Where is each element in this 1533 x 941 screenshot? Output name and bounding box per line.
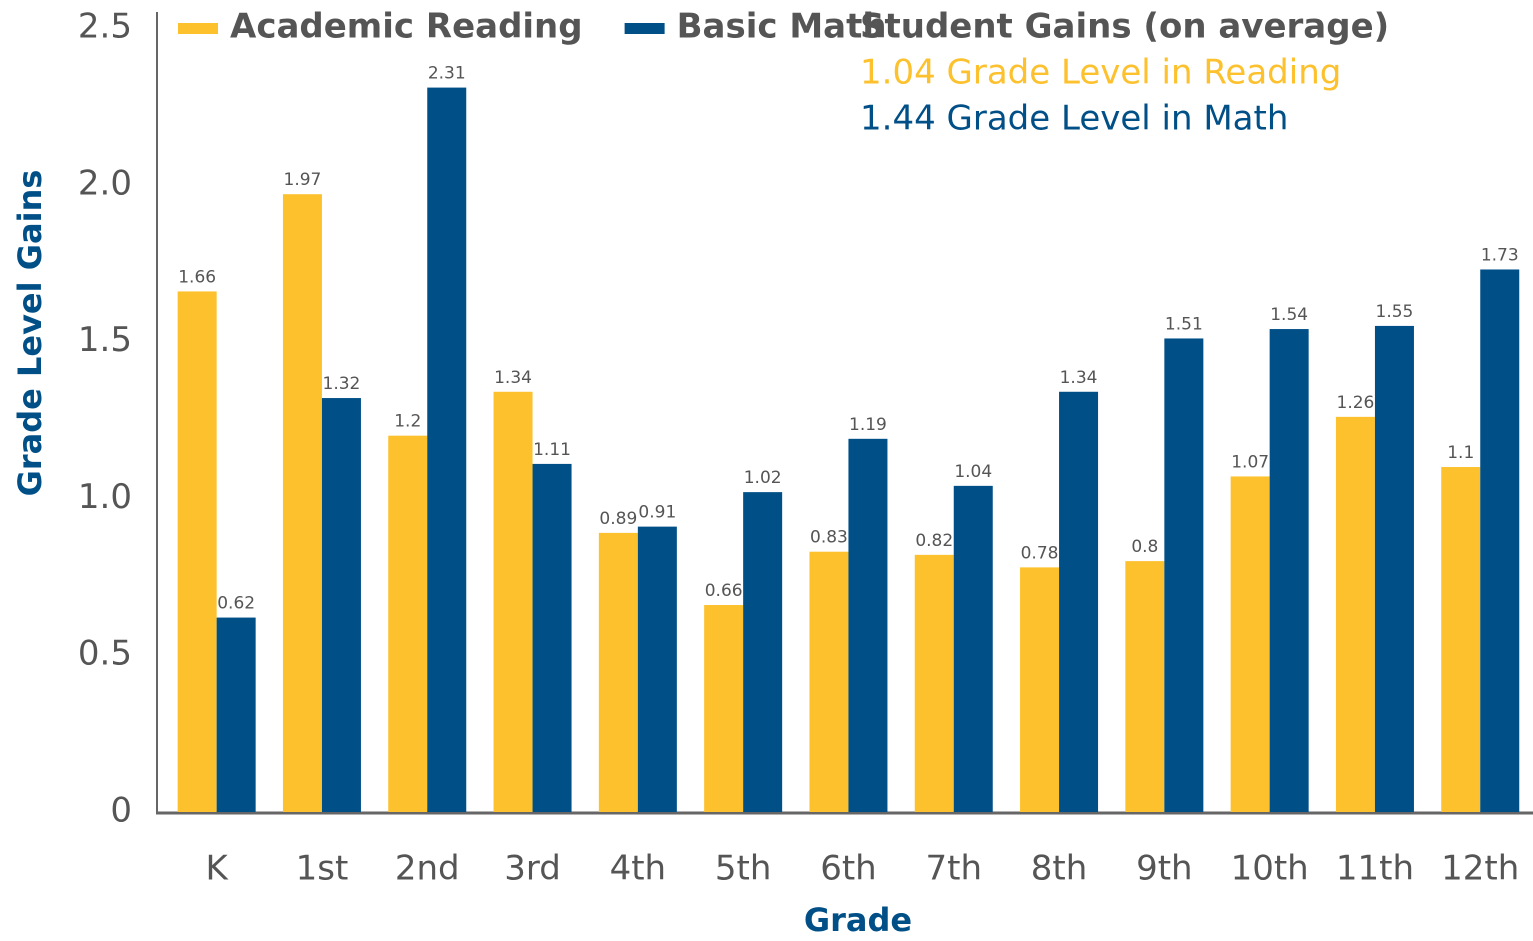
bar <box>178 291 217 812</box>
value-label: 1.32 <box>323 374 361 394</box>
value-label: 1.54 <box>1270 305 1308 325</box>
value-label: 1.1 <box>1447 443 1474 463</box>
bar <box>1375 326 1414 812</box>
bar <box>494 392 533 812</box>
value-label: 1.19 <box>849 415 887 435</box>
bar <box>915 555 954 812</box>
bar <box>1059 392 1098 812</box>
annotation: 1.04 Grade Level in Reading <box>860 53 1341 93</box>
x-tick-label: 6th <box>820 849 877 889</box>
bar <box>1164 338 1203 812</box>
value-label: 1.34 <box>494 368 532 388</box>
x-tick-label: 9th <box>1136 849 1193 889</box>
bar <box>848 439 887 812</box>
y-tick-label: 1.5 <box>78 320 132 360</box>
x-tick-label: 12th <box>1441 849 1519 889</box>
bar <box>322 398 361 812</box>
value-label: 0.82 <box>915 531 953 551</box>
bar <box>1270 329 1309 812</box>
bar <box>1020 567 1059 812</box>
bar <box>1125 561 1164 812</box>
x-axis-title: Grade <box>804 901 912 939</box>
bar <box>599 533 638 812</box>
bar <box>1336 417 1375 812</box>
x-tick-label: K <box>206 849 230 889</box>
value-label: 1.07 <box>1231 452 1269 472</box>
bar <box>283 194 322 812</box>
bar <box>388 436 427 812</box>
bar <box>1231 476 1270 812</box>
value-label: 1.11 <box>533 440 571 460</box>
bar <box>533 464 572 812</box>
value-label: 2.31 <box>428 64 466 84</box>
value-label: 0.91 <box>638 503 676 523</box>
y-tick-label: 2.0 <box>78 163 132 203</box>
annotation: 1.44 Grade Level in Math <box>860 99 1288 139</box>
value-label: 1.2 <box>394 412 421 432</box>
x-tick-label: 8th <box>1031 849 1088 889</box>
value-label: 1.97 <box>284 170 322 190</box>
x-tick-label: 10th <box>1231 849 1309 889</box>
bar <box>638 527 677 812</box>
value-label: 0.66 <box>705 581 743 601</box>
value-label: 1.55 <box>1376 302 1414 322</box>
value-label: 1.02 <box>744 468 782 488</box>
bar <box>217 618 256 812</box>
x-tick-label: 11th <box>1336 849 1414 889</box>
chart-title: Student Gains (on average) <box>860 7 1389 47</box>
value-label: 0.89 <box>599 509 637 529</box>
value-label: 0.78 <box>1021 543 1059 563</box>
y-axis-title: Grade Level Gains <box>11 170 49 497</box>
bar <box>954 486 993 812</box>
y-tick-label: 0 <box>110 791 132 831</box>
value-label: 0.62 <box>217 594 255 614</box>
bar <box>427 88 466 812</box>
value-label: 1.04 <box>954 462 992 482</box>
y-tick-label: 1.0 <box>78 477 132 517</box>
value-label: 1.66 <box>178 267 216 287</box>
value-label: 1.34 <box>1060 368 1098 388</box>
legend-swatch <box>625 23 665 34</box>
y-tick-label: 0.5 <box>78 634 132 674</box>
x-tick-label: 5th <box>715 849 772 889</box>
bar <box>809 552 848 812</box>
value-label: 1.51 <box>1165 314 1203 334</box>
bar <box>704 605 743 812</box>
value-label: 1.73 <box>1481 245 1519 265</box>
x-tick-label: 7th <box>925 849 982 889</box>
y-tick-label: 2.5 <box>78 7 132 47</box>
value-label: 1.26 <box>1337 393 1375 413</box>
bar <box>743 492 782 812</box>
x-tick-label: 3rd <box>504 849 561 889</box>
legend-swatch <box>178 23 218 34</box>
legend-label: Academic Reading <box>230 7 583 47</box>
legend-label: Basic Math <box>677 7 887 47</box>
bar <box>1480 269 1519 812</box>
x-tick-label: 1st <box>296 849 349 889</box>
value-label: 0.8 <box>1131 537 1158 557</box>
x-tick-label: 2nd <box>395 849 460 889</box>
x-tick-label: 4th <box>610 849 667 889</box>
chart: Student Gains (on average) Grade Grade L… <box>0 0 1533 941</box>
value-label: 0.83 <box>810 528 848 548</box>
bar <box>1441 467 1480 812</box>
